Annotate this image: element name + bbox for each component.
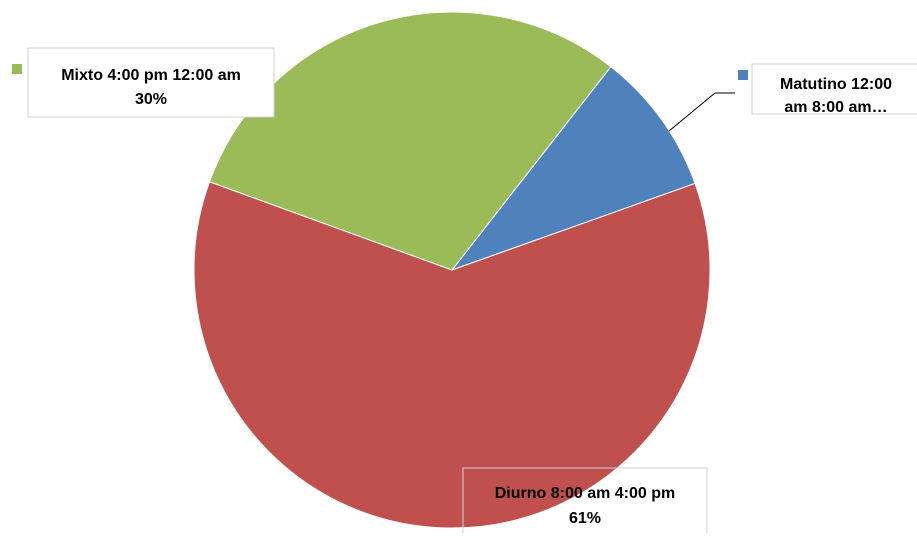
slice-mixto <box>208 11 612 271</box>
label-value-diurno: 61% <box>569 510 601 527</box>
label-box-diurno <box>462 467 708 538</box>
slice-label-mixto: Mixto 4:00 pm 12:00 am 30% <box>12 47 275 118</box>
label-value-mixto: 30% <box>135 91 167 108</box>
label-line-matutino-1: Matutino 12:00 <box>780 76 892 93</box>
slice-label-diurno: Diurno 8:00 am 4:00 pm 61% <box>462 467 708 538</box>
label-box-mixto <box>27 47 275 118</box>
slice-label-matutino: Matutino 12:00 am 8:00 am… <box>738 63 917 116</box>
label-line-matutino-2: am 8:00 am… <box>784 99 887 116</box>
label-line-diurno-1: Diurno 8:00 am 4:00 pm <box>495 485 676 502</box>
slice-diurno <box>193 181 711 529</box>
label-line-mixto-1: Mixto 4:00 pm 12:00 am <box>61 67 241 84</box>
label-box-matutino <box>751 63 917 115</box>
leader-line <box>668 92 735 132</box>
pie-slices <box>193 11 711 529</box>
slice-matutino <box>450 65 696 272</box>
legend-key-mixto <box>12 64 22 74</box>
legend-key-matutino <box>738 70 748 80</box>
